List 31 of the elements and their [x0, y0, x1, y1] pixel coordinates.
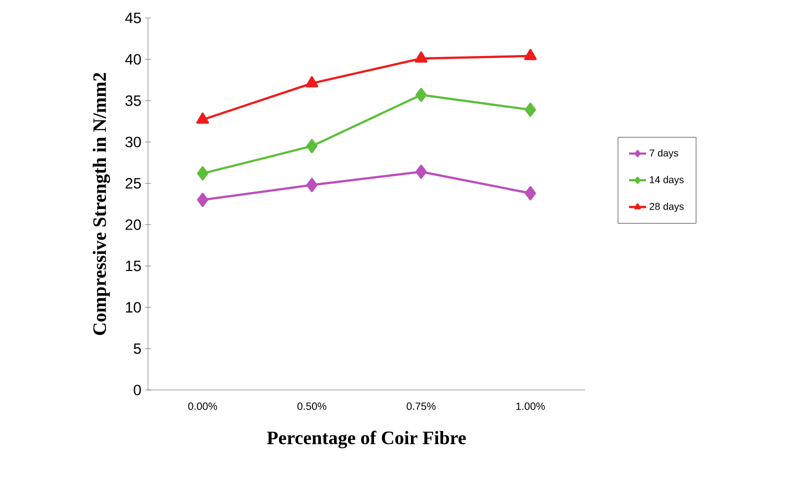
- y-tick-label: 5: [134, 343, 141, 354]
- x-tick-label: 0.75%: [406, 402, 436, 410]
- point: [416, 88, 427, 102]
- point: [306, 76, 318, 88]
- point: [416, 164, 427, 179]
- point: [306, 139, 318, 154]
- point: [306, 178, 318, 192]
- point: [414, 51, 428, 63]
- y-tick-label: 25: [126, 178, 141, 189]
- point: [524, 186, 536, 200]
- point: [524, 48, 537, 60]
- y-tick-label: 0: [134, 384, 141, 396]
- legend-label: 14 days: [650, 176, 684, 186]
- legend-label: 28 days: [650, 202, 684, 212]
- point: [524, 102, 536, 117]
- point: [197, 192, 208, 207]
- y-tick-label: 30: [125, 136, 141, 148]
- point: [197, 166, 208, 180]
- y-tick-label: 15: [126, 260, 141, 272]
- x-tick-label: 0.00%: [188, 402, 218, 410]
- x-tick-label: 0.50%: [297, 402, 326, 410]
- y-tick-label: 10: [126, 302, 141, 313]
- legend-label: 7 days: [650, 149, 678, 159]
- y-axis-title: Compressive Strength in N/mm2: [92, 72, 110, 335]
- y-tick-label: 45: [125, 12, 141, 24]
- y-tick-label: 35: [125, 95, 141, 106]
- y-tick-label: 40: [125, 54, 141, 65]
- point: [196, 112, 209, 124]
- x-axis-title: Percentage of Coir Fibre: [267, 430, 466, 448]
- x-tick-label: 1.00%: [516, 402, 545, 410]
- y-tick-label: 20: [126, 219, 141, 230]
